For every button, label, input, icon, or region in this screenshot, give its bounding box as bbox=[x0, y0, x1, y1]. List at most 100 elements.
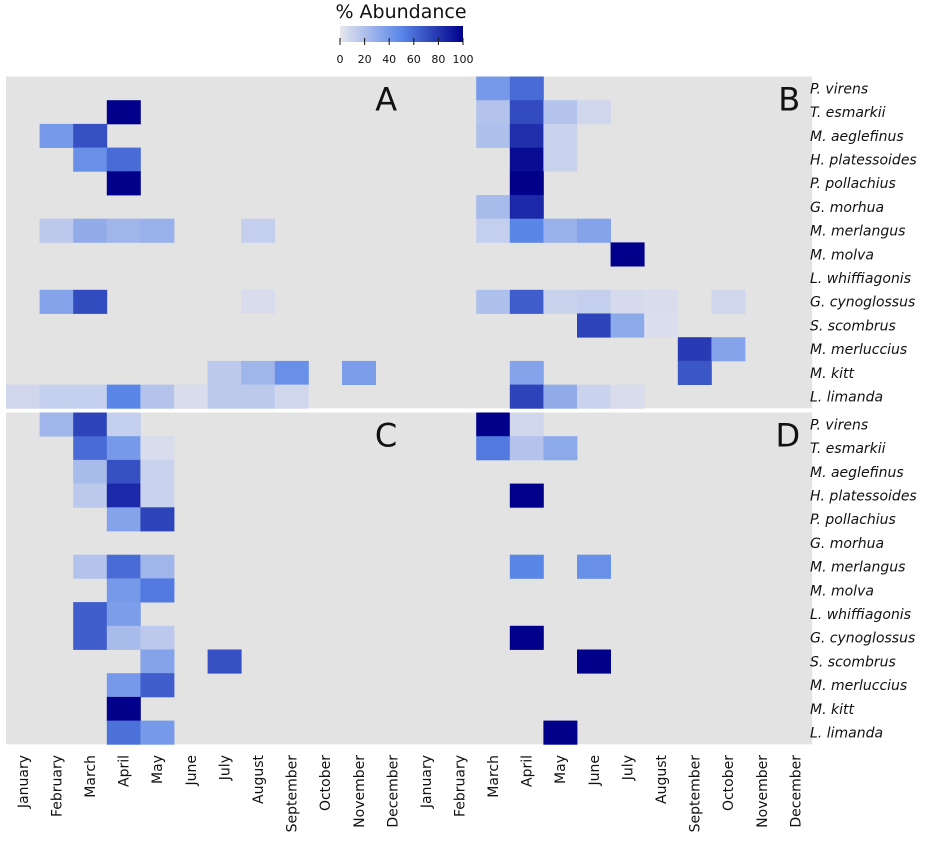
heatmap-cell bbox=[509, 289, 544, 314]
heatmap-cell bbox=[140, 720, 175, 745]
month-label: February bbox=[49, 755, 65, 817]
heatmap-cell bbox=[509, 384, 544, 409]
month-label: July bbox=[620, 755, 636, 781]
heatmap-cell bbox=[274, 360, 309, 385]
heatmap-cell bbox=[73, 436, 108, 461]
colorbar-gradient bbox=[340, 26, 463, 42]
heatmap-cell bbox=[106, 720, 141, 745]
heatmap-cell bbox=[543, 289, 578, 314]
month-label: July bbox=[217, 755, 233, 781]
species-label: G. cynoglossus bbox=[810, 631, 915, 647]
month-label: October bbox=[721, 755, 737, 811]
heatmap-cell bbox=[39, 218, 74, 243]
heatmap-cell bbox=[140, 436, 175, 461]
species-label: M. merluccius bbox=[810, 678, 907, 694]
heatmap-cell bbox=[577, 313, 611, 338]
heatmap-cell bbox=[543, 100, 578, 125]
heatmap-cell bbox=[509, 76, 544, 101]
heatmap-cell bbox=[711, 289, 746, 314]
heatmap-cell bbox=[73, 554, 108, 579]
heatmap-cell bbox=[476, 195, 511, 220]
species-label: L. whiffiagonis bbox=[810, 271, 911, 287]
species-label: P. virens bbox=[810, 81, 868, 97]
species-label: M. aeglefinus bbox=[810, 465, 904, 481]
panel-label: C bbox=[375, 417, 397, 455]
species-label: T. esmarkii bbox=[810, 441, 886, 457]
heatmap-cell bbox=[577, 100, 611, 125]
species-label: S. scombrus bbox=[810, 318, 896, 334]
month-label: February bbox=[452, 755, 468, 817]
heatmap-cell bbox=[73, 483, 108, 508]
heatmap-cell bbox=[476, 123, 511, 148]
heatmap-cell bbox=[106, 100, 141, 125]
species-label: T. esmarkii bbox=[810, 105, 886, 121]
panel-label: D bbox=[776, 417, 801, 455]
heatmap-cell bbox=[342, 360, 376, 385]
heatmap-cell bbox=[140, 459, 175, 484]
heatmap-cell bbox=[274, 384, 309, 409]
heatmap-cell bbox=[543, 436, 578, 461]
heatmap-cell bbox=[509, 436, 544, 461]
heatmap-cell bbox=[140, 384, 175, 409]
heatmap-cell bbox=[509, 554, 544, 579]
heatmap-cell bbox=[106, 483, 141, 508]
month-label: November bbox=[755, 755, 771, 828]
heatmap-cell bbox=[476, 289, 511, 314]
heatmap-cell bbox=[610, 313, 645, 338]
heatmap-cell bbox=[39, 289, 74, 314]
heatmap-cell bbox=[577, 554, 611, 579]
panel-D: D bbox=[409, 412, 813, 745]
heatmap-cell bbox=[543, 384, 578, 409]
species-label: G. morhua bbox=[810, 200, 884, 216]
month-label: September bbox=[688, 755, 704, 833]
heatmap-cell bbox=[644, 289, 679, 314]
species-label: M. merlangus bbox=[810, 560, 905, 576]
heatmap-cell bbox=[241, 384, 276, 409]
heatmap-cell bbox=[140, 218, 175, 243]
colorbar-tick-label: 40 bbox=[382, 53, 396, 66]
heatmap-cell bbox=[106, 696, 141, 721]
species-label: H. platessoides bbox=[810, 152, 917, 168]
colorbar-tick-label: 20 bbox=[358, 53, 372, 66]
species-label: L. limanda bbox=[810, 725, 883, 741]
panel-C: C bbox=[6, 412, 410, 745]
month-label: April bbox=[520, 755, 536, 787]
heatmap-cell bbox=[644, 313, 679, 338]
colorbar-tick-label: 100 bbox=[453, 53, 474, 66]
heatmap-cell bbox=[577, 384, 611, 409]
heatmap-panels: A B C D bbox=[6, 76, 813, 745]
heatmap-cell bbox=[207, 384, 242, 409]
month-label: March bbox=[486, 755, 502, 798]
heatmap-cell bbox=[140, 578, 175, 603]
heatmap-cell bbox=[39, 384, 74, 409]
species-label: L. limanda bbox=[810, 389, 883, 405]
heatmap-cell bbox=[140, 649, 175, 674]
month-label: May bbox=[553, 755, 569, 784]
month-label: December bbox=[385, 755, 401, 828]
heatmap-cell bbox=[543, 123, 578, 148]
species-label: M. molva bbox=[810, 583, 874, 599]
heatmap-cell bbox=[241, 289, 276, 314]
month-label: August bbox=[654, 754, 670, 804]
heatmap-cell bbox=[509, 171, 544, 196]
colorbar-tick-label: 60 bbox=[407, 53, 421, 66]
species-label: M. molva bbox=[810, 247, 874, 263]
heatmap-cell bbox=[140, 554, 175, 579]
heatmap-cell bbox=[106, 673, 141, 698]
heatmap-cell bbox=[610, 384, 645, 409]
species-label: P. pollachius bbox=[810, 176, 896, 192]
heatmap-cell bbox=[476, 76, 511, 101]
heatmap-cell bbox=[106, 602, 141, 627]
month-label: March bbox=[83, 755, 99, 798]
species-label: G. morhua bbox=[810, 536, 884, 552]
heatmap-cell bbox=[677, 360, 712, 385]
colorbar-legend: % Abundance 0 20 40 60 80 100 bbox=[335, 1, 473, 66]
species-label: H. platessoides bbox=[810, 489, 917, 505]
species-label: G. cynoglossus bbox=[810, 295, 915, 311]
heatmap-cell bbox=[241, 360, 276, 385]
species-label: M. aeglefinus bbox=[810, 129, 904, 145]
heatmap-cell bbox=[543, 147, 578, 172]
heatmap-cell bbox=[476, 412, 511, 437]
species-label: M. kitt bbox=[810, 366, 854, 382]
heatmap-cell bbox=[509, 412, 544, 437]
